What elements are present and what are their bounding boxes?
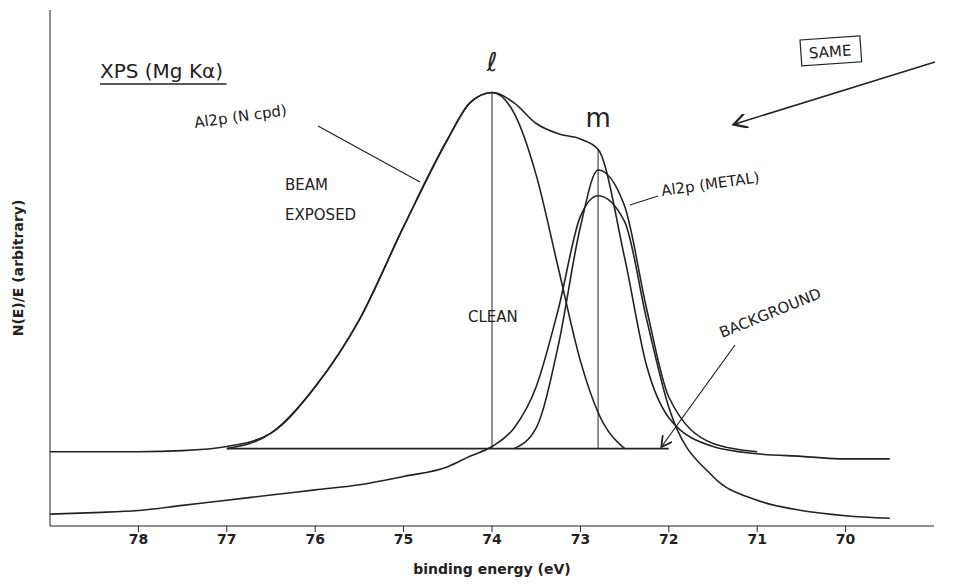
svg-text:77: 77 bbox=[217, 531, 236, 547]
svg-text:ℓ: ℓ bbox=[486, 47, 498, 77]
svg-text:XPS (Mg Kα): XPS (Mg Kα) bbox=[100, 59, 223, 83]
svg-text:m: m bbox=[585, 103, 610, 133]
svg-text:BACKGROUND: BACKGROUND bbox=[717, 284, 824, 341]
svg-text:75: 75 bbox=[394, 531, 413, 547]
svg-text:Al2p (N cpd): Al2p (N cpd) bbox=[193, 101, 288, 132]
svg-text:72: 72 bbox=[659, 531, 678, 547]
svg-text:CLEAN: CLEAN bbox=[468, 308, 518, 326]
svg-text:74: 74 bbox=[482, 531, 502, 547]
svg-text:73: 73 bbox=[571, 531, 590, 547]
svg-text:binding energy (eV): binding energy (eV) bbox=[413, 561, 570, 577]
svg-text:BEAMEXPOSED: BEAMEXPOSED bbox=[285, 176, 356, 224]
svg-text:SAME: SAME bbox=[808, 41, 852, 62]
svg-text:71: 71 bbox=[747, 531, 766, 547]
svg-text:Al2p (METAL): Al2p (METAL) bbox=[660, 168, 761, 200]
svg-text:N(E)/E (arbitrary): N(E)/E (arbitrary) bbox=[10, 200, 26, 337]
svg-text:78: 78 bbox=[129, 531, 148, 547]
svg-text:70: 70 bbox=[836, 531, 856, 547]
svg-text:76: 76 bbox=[305, 531, 324, 547]
